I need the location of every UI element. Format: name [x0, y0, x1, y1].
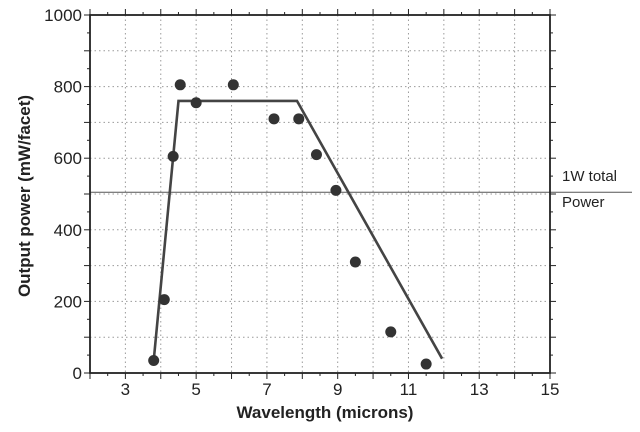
tick-labels: 3 5 7 9 11 13 15 0 200 400 600 800 1000: [44, 6, 559, 399]
trend-line: [152, 99, 444, 361]
y-tick-label: 600: [54, 149, 82, 168]
grid-layer: [89, 14, 551, 374]
data-point: [190, 97, 202, 109]
data-point: [349, 256, 361, 268]
data-point: [174, 79, 186, 91]
data-point: [330, 184, 342, 196]
y-tick-label: 800: [54, 78, 82, 97]
x-axis-label: Wavelength (microns): [237, 403, 414, 422]
y-tick-label: 0: [73, 364, 82, 383]
x-tick-label: 9: [333, 380, 342, 399]
reference-layer: 1W total Power: [90, 168, 632, 211]
points-layer: [148, 79, 432, 370]
y-tick-label: 400: [54, 221, 82, 240]
data-point: [293, 113, 305, 125]
x-tick-label: 7: [262, 380, 271, 399]
y-tick-label: 1000: [44, 6, 82, 25]
data-point: [420, 358, 432, 370]
y-tick-label: 200: [54, 292, 82, 311]
data-point: [268, 113, 280, 125]
data-point: [167, 150, 179, 162]
x-tick-label: 15: [541, 380, 560, 399]
x-tick-label: 5: [191, 380, 200, 399]
x-tick-label: 13: [470, 380, 489, 399]
data-point: [310, 149, 322, 161]
data-point: [158, 294, 170, 306]
data-point: [148, 354, 160, 366]
x-tick-label: 11: [400, 380, 418, 399]
x-tick-label: 3: [121, 380, 130, 399]
y-axis-label: Output power (mW/facet): [15, 95, 34, 297]
trend-layer: [152, 99, 444, 361]
data-point: [385, 326, 397, 338]
reference-label-line2: Power: [562, 194, 605, 211]
data-point: [227, 79, 239, 91]
reference-label-line1: 1W total: [562, 168, 617, 185]
axes: [84, 9, 556, 379]
